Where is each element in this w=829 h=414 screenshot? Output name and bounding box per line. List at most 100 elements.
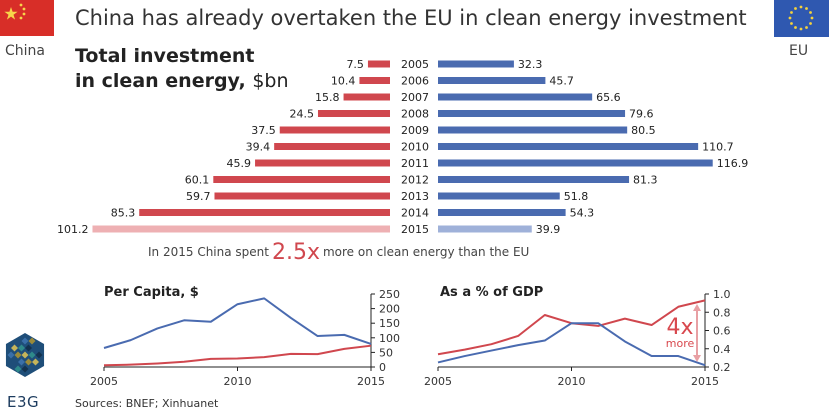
china-value-label: 85.3 <box>111 207 136 220</box>
main-chart-title-line2: in clean energy, $bn <box>75 69 289 94</box>
year-label: 2009 <box>401 124 429 137</box>
gdp-callout-more: more <box>666 337 695 350</box>
per-capita-y-tick-label: 100 <box>379 332 400 345</box>
per-capita-eu-line <box>103 297 372 349</box>
gdp-title: As a % of GDP <box>440 285 544 300</box>
eu-flag-star-icon <box>809 22 812 25</box>
year-label: 2014 <box>401 207 429 220</box>
china-bar <box>214 192 390 200</box>
china-bar <box>343 93 390 101</box>
per-capita-x-tick-label: 2015 <box>357 375 385 388</box>
arrow-up-icon <box>693 304 701 311</box>
year-label: 2007 <box>401 91 429 104</box>
eu-bar <box>438 176 630 183</box>
logo-tile <box>18 358 25 366</box>
main-chart-title: Total investment in clean energy, $bn <box>75 44 289 94</box>
logo-tile <box>14 351 22 359</box>
eu-bar <box>438 225 532 233</box>
page-title: China has already overtaken the EU in cl… <box>75 6 747 30</box>
china-flag-small-star-icon <box>22 7 26 11</box>
gdp-y-tick-label: 0.8 <box>713 306 731 319</box>
eu-value-label: 45.7 <box>549 75 574 88</box>
eu-bar <box>438 126 628 134</box>
eu-flag-star-icon <box>805 26 808 29</box>
eu-bar <box>438 209 566 216</box>
eu-value-label: 32.3 <box>518 58 543 71</box>
logo-tile <box>25 358 32 366</box>
main-chart-title-unit: $bn <box>252 70 289 92</box>
china-label: China <box>5 43 45 59</box>
eu-flag-star-icon <box>805 7 808 10</box>
annotation-before: In 2015 China spent <box>148 245 269 259</box>
gdp-callout-ratio: 4x <box>666 315 693 340</box>
year-label: 2011 <box>401 157 429 170</box>
eu-value-label: 79.6 <box>629 108 654 121</box>
gdp-x-tick-label: 2010 <box>558 375 586 388</box>
sources-note: Sources: BNEF; Xinhuanet <box>75 397 219 410</box>
eu-bar <box>438 110 626 117</box>
per-capita-y-tick-label: 200 <box>379 303 400 316</box>
logo-tile <box>25 344 32 352</box>
china-bar <box>317 110 390 117</box>
ratio-annotation: In 2015 China spent 2.5x more on clean ene… <box>148 240 529 265</box>
eu-bar <box>438 143 699 150</box>
eu-bar <box>438 77 546 84</box>
eu-flag-star-icon <box>790 22 793 25</box>
china-value-label: 101.2 <box>57 223 89 236</box>
logo-tile <box>7 351 15 359</box>
eu-flag-star-icon <box>809 11 812 14</box>
china-bar <box>255 159 390 167</box>
eu-flag-star-icon <box>790 11 793 14</box>
year-label: 2008 <box>401 108 429 121</box>
eu-flag-star-icon <box>788 16 792 20</box>
eu-value-label: 65.6 <box>596 91 621 104</box>
eu-bar <box>438 93 593 101</box>
per-capita-x-tick-label: 2010 <box>224 375 252 388</box>
logo-tile <box>21 351 29 359</box>
annotation-emphasis: 2.5x <box>271 240 320 265</box>
year-label: 2015 <box>401 223 429 236</box>
china-value-label: 15.8 <box>315 91 340 104</box>
china-bar <box>367 60 390 68</box>
eu-value-label: 39.9 <box>536 223 561 236</box>
year-label: 2005 <box>401 58 429 71</box>
year-label: 2012 <box>401 174 429 187</box>
china-value-label: 59.7 <box>186 190 211 203</box>
gdp-x-tick-label: 2015 <box>691 375 719 388</box>
eu-value-label: 81.3 <box>633 174 658 187</box>
gdp-y-tick-label: 0.6 <box>713 325 731 338</box>
china-value-label: 45.9 <box>227 157 252 170</box>
gdp-y-tick-label: 0.2 <box>713 361 731 374</box>
gdp-y-tick-label: 1.0 <box>713 288 731 301</box>
per-capita-title: Per Capita, $ <box>104 285 199 300</box>
arrow-down-icon <box>693 355 701 362</box>
china-bar <box>279 126 390 134</box>
china-flag-small-star-icon <box>22 12 26 16</box>
per-capita-china-line <box>103 344 372 367</box>
eu-flag-stars-icon <box>788 5 814 31</box>
eu-flag <box>774 0 829 37</box>
per-capita-y-tick-label: 50 <box>379 346 393 359</box>
gdp-x-tick-label: 2005 <box>424 375 452 388</box>
logo-tile <box>28 351 36 359</box>
eu-flag-star-icon <box>799 5 803 9</box>
logo-tile <box>35 351 43 359</box>
eu-bar <box>438 159 713 167</box>
logo-tile <box>21 365 29 373</box>
main-chart-title-line1: Total investment <box>75 45 255 67</box>
logo-tile <box>21 337 29 345</box>
china-bar <box>139 209 390 216</box>
china-value-label: 24.5 <box>289 108 314 121</box>
year-label: 2006 <box>401 75 429 88</box>
logo-tile <box>32 344 39 352</box>
logo-tile <box>14 365 22 373</box>
eu-bar <box>438 60 514 68</box>
eu-flag-star-icon <box>810 16 814 20</box>
china-value-label: 7.5 <box>346 58 364 71</box>
eu-value-label: 80.5 <box>631 124 656 137</box>
e3g-logo-icon <box>5 333 45 377</box>
